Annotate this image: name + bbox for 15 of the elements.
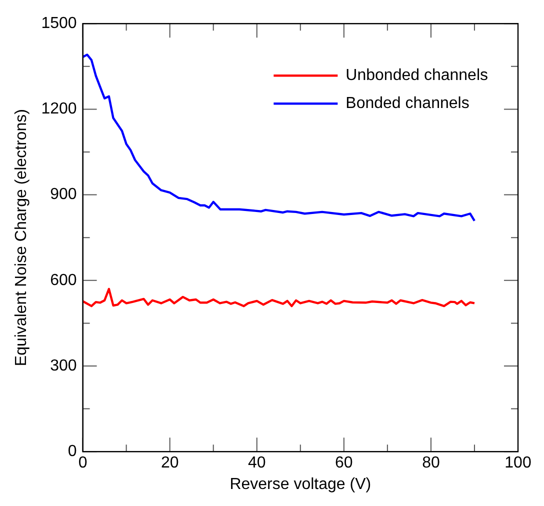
- y-tick-label: 0: [68, 443, 77, 460]
- legend-label: Unbonded channels: [346, 67, 488, 84]
- y-tick-label: 1500: [41, 15, 77, 32]
- x-tick-label: 60: [335, 454, 353, 472]
- x-tick-label: 40: [248, 454, 266, 472]
- y-axis-title: Equivalent Noise Charge (electrons): [13, 109, 30, 366]
- x-tick-label: 100: [504, 454, 532, 472]
- y-tick-label: 1200: [41, 100, 77, 118]
- x-tick-label: 20: [160, 454, 179, 472]
- y-tick-label: 300: [50, 357, 77, 374]
- y-tick-label: 900: [50, 186, 77, 204]
- legend-label: Bonded channels: [346, 95, 470, 112]
- x-tick-label: 80: [422, 454, 440, 472]
- x-axis-title: Reverse voltage (V): [230, 476, 372, 493]
- y-tick-label: 600: [50, 272, 77, 289]
